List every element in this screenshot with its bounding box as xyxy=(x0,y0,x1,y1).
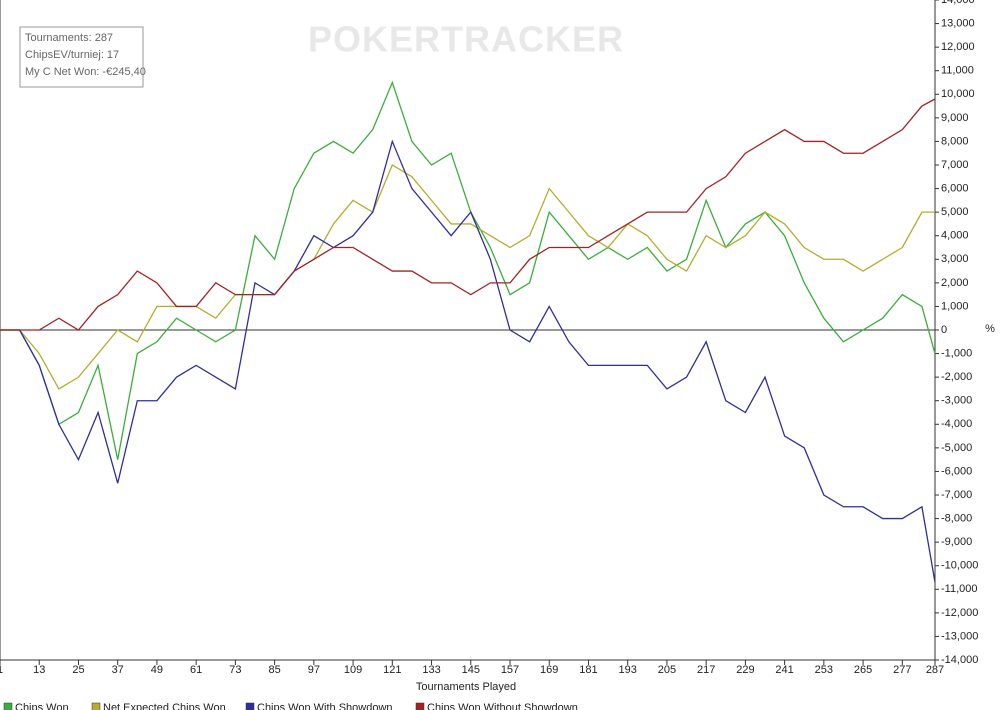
legend-label: Chips Won With Showdown xyxy=(257,702,393,710)
x-tick-label: 49 xyxy=(151,664,163,676)
y2-axis-label: % xyxy=(985,323,995,335)
y-tick-label: -6,000 xyxy=(941,465,972,477)
y-tick-label: -2,000 xyxy=(941,371,972,383)
y-tick-label: -13,000 xyxy=(941,630,978,642)
y-tick-label: 1,000 xyxy=(941,300,969,312)
y-tick-label: -12,000 xyxy=(941,607,978,619)
x-tick-label: 85 xyxy=(268,664,280,676)
y-tick-label: 9,000 xyxy=(941,112,969,124)
y-tick-label: -1,000 xyxy=(941,347,972,359)
x-tick-label: 287 xyxy=(926,664,944,676)
x-tick-label: 121 xyxy=(383,664,401,676)
y-tick-label: -10,000 xyxy=(941,560,978,572)
info-text: Tournaments: 287 xyxy=(25,32,113,44)
series-line xyxy=(0,164,935,390)
x-axis-label: Tournaments Played xyxy=(416,681,516,693)
y-tick-label: -8,000 xyxy=(941,512,972,524)
x-tick-label: 217 xyxy=(697,664,715,676)
series-line xyxy=(0,139,936,583)
x-tick-label: 25 xyxy=(72,664,84,676)
x-tick-label: 265 xyxy=(854,664,872,676)
x-tick-label: 169 xyxy=(540,664,558,676)
x-tick-label: 253 xyxy=(815,664,833,676)
y-tick-label: 12,000 xyxy=(941,41,975,53)
y-tick-label: -9,000 xyxy=(941,536,972,548)
x-tick-label: 229 xyxy=(736,664,754,676)
x-tick-label: 277 xyxy=(893,664,911,676)
y-tick-label: -5,000 xyxy=(941,442,972,454)
y-tick-label: 14,000 xyxy=(941,0,975,6)
y-tick-label: 2,000 xyxy=(941,277,969,289)
legend-label: Chips Won xyxy=(15,702,69,710)
y-tick-label: 0 xyxy=(941,324,947,336)
series-line xyxy=(0,98,936,331)
x-tick-label: 241 xyxy=(775,664,793,676)
y-tick-label: -11,000 xyxy=(941,583,978,595)
x-tick-label: 37 xyxy=(112,664,124,676)
x-tick-label: 157 xyxy=(501,664,519,676)
info-box xyxy=(19,26,144,88)
x-tick-label: 133 xyxy=(422,664,440,676)
y-tick-label: 5,000 xyxy=(941,206,969,218)
info-text: ChipsEV/turniej: 17 xyxy=(25,49,119,61)
y-tick-label: 8,000 xyxy=(941,135,969,147)
legend-swatch xyxy=(91,702,101,710)
x-tick-label: 1 xyxy=(0,664,3,676)
x-tick-label: 205 xyxy=(658,664,676,676)
y-tick-label: 6,000 xyxy=(941,182,969,194)
x-tick-label: 193 xyxy=(619,664,637,676)
legend-swatch xyxy=(415,702,425,710)
y-tick-label: -3,000 xyxy=(941,395,972,407)
x-tick-label: 13 xyxy=(33,664,45,676)
y-tick-label: -4,000 xyxy=(941,418,972,430)
y-tick-label: -7,000 xyxy=(941,489,972,501)
x-tick-label: 145 xyxy=(462,664,480,676)
legend-label: Net Expected Chips Won xyxy=(103,702,226,710)
y-tick-label: 7,000 xyxy=(941,159,969,171)
legend-label: Chips Won Without Showdown xyxy=(427,702,578,710)
watermark: POKERTRACKER xyxy=(308,19,624,60)
series-line xyxy=(0,80,936,460)
x-tick-label: 61 xyxy=(190,664,202,676)
x-tick-label: 181 xyxy=(579,664,597,676)
legend-swatch xyxy=(245,702,255,710)
y-tick-label: 4,000 xyxy=(941,230,969,242)
x-tick-label: 73 xyxy=(229,664,241,676)
info-text: My C Net Won: -€245,40 xyxy=(25,66,146,78)
y-tick-label: -14,000 xyxy=(941,654,978,666)
legend-swatch xyxy=(3,702,13,710)
y-tick-label: 11,000 xyxy=(941,65,974,77)
y-tick-label: 13,000 xyxy=(941,17,975,29)
x-tick-label: 109 xyxy=(344,664,362,676)
y-tick-label: 10,000 xyxy=(941,88,975,100)
x-tick-label: 97 xyxy=(308,664,320,676)
y-tick-label: 3,000 xyxy=(941,253,969,265)
